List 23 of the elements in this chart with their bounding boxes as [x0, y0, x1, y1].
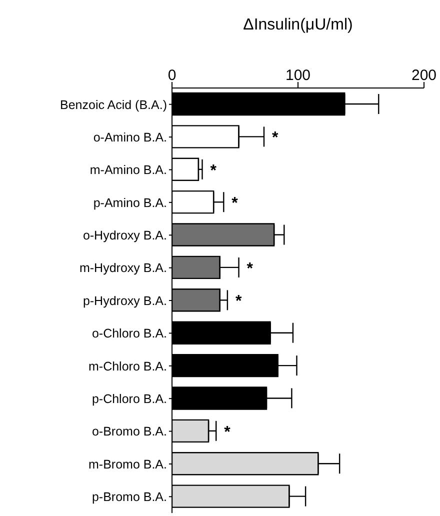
x-axis-title: ΔInsulin(μU/ml)	[243, 16, 353, 34]
y-tick-label: p-Chloro B.A.	[92, 392, 167, 406]
annotation: *	[235, 293, 242, 310]
y-tick-label: p-Hydroxy B.A.	[82, 294, 167, 308]
y-tick-label: o-Hydroxy B.A.	[82, 228, 167, 243]
annotation: *	[272, 130, 279, 147]
y-tick-label: m-Bromo B.A.	[88, 457, 167, 472]
y-tick-label: m-Hydroxy B.A.	[79, 261, 167, 276]
y-tick-label: p-Bromo B.A.	[92, 490, 167, 504]
y-tick-label: o-Amino B.A.	[93, 130, 167, 144]
y-tick-label: m-Amino B.A.	[90, 163, 167, 178]
y-tick-label: Benzoic Acid (B.A.)	[60, 98, 167, 112]
y-tick-label: o-Bromo B.A.	[92, 424, 167, 439]
x-tick-label: 100	[285, 67, 311, 84]
y-tick-label: p-Amino B.A.	[93, 196, 167, 210]
x-tick-label: 200	[411, 67, 437, 84]
y-tick-label: o-Chloro B.A.	[92, 326, 167, 341]
annotation: *	[210, 162, 218, 180]
annotation: *	[224, 424, 232, 441]
y-tick-label: m-Chloro B.A.	[88, 359, 167, 374]
annotation: *	[232, 195, 239, 212]
x-tick-label: 0	[168, 67, 176, 84]
annotation: *	[246, 260, 254, 278]
